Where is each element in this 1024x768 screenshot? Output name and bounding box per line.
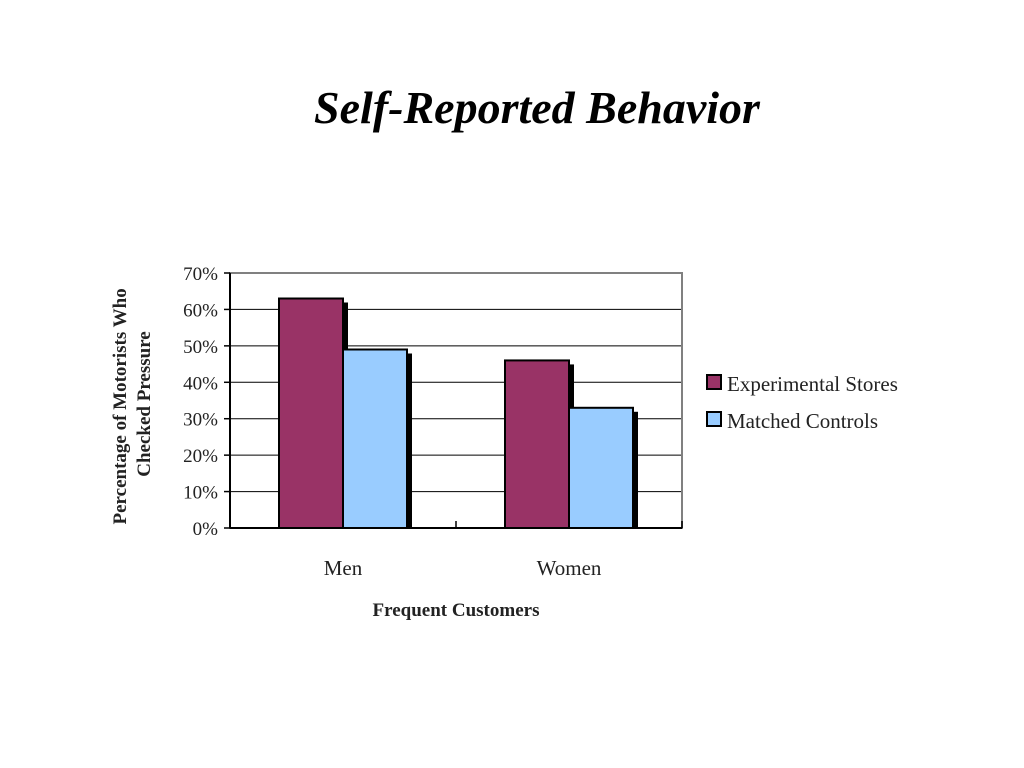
y-tick-label: 40% — [183, 373, 218, 394]
x-category-label: Men — [324, 556, 363, 580]
y-axis-title-line-2: Checked Pressure — [134, 331, 155, 476]
legend-swatch — [706, 411, 722, 427]
bars — [278, 297, 638, 529]
slide-title: Self-Reported Behavior — [314, 82, 760, 133]
y-axis-title: Percentage of Motorists Who Checked Pres… — [110, 284, 155, 525]
x-category-labels: Men Women — [324, 556, 602, 580]
y-axis-title-line-1: Percentage of Motorists Who — [110, 288, 131, 524]
y-tick-label: 50% — [183, 337, 218, 358]
legend-swatch — [706, 374, 722, 390]
y-tick-label: 60% — [183, 300, 218, 321]
bar — [278, 297, 344, 529]
y-tick-label: 70% — [183, 264, 218, 285]
x-category-label: Women — [537, 556, 602, 580]
y-tick-label: 10% — [183, 483, 218, 504]
legend-label: Experimental Stores — [727, 372, 898, 396]
bar — [568, 406, 634, 529]
y-tick-label: 0% — [193, 519, 219, 540]
bar — [504, 359, 570, 529]
y-tick-labels: 0% 10% 20% 30% 40% 50% 60% 70% — [183, 264, 218, 540]
axes — [224, 272, 683, 529]
bar — [342, 348, 408, 529]
legend-label: Matched Controls — [727, 409, 878, 433]
legend: Experimental Stores Matched Controls — [706, 372, 898, 433]
x-axis-title: Frequent Customers — [373, 600, 540, 621]
y-tick-label: 20% — [183, 446, 218, 467]
y-tick-label: 30% — [183, 410, 218, 431]
